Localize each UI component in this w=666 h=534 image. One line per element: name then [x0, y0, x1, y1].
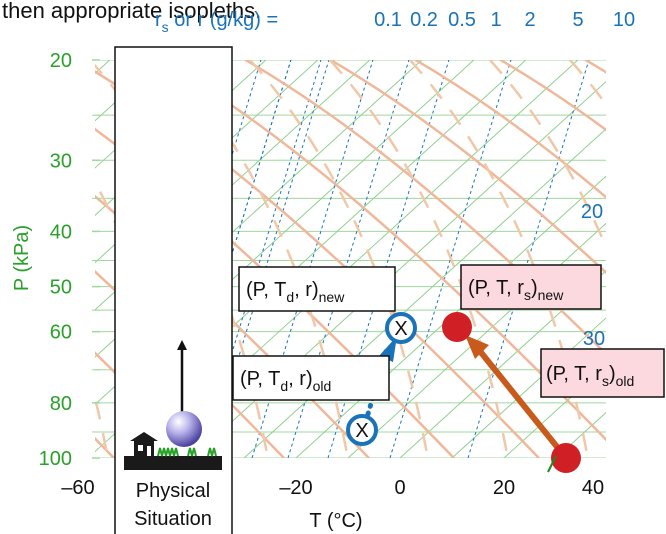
- mixing-ratio-line: [467, 60, 590, 458]
- label-text-temp-old: (P, T, rs)old: [546, 363, 634, 389]
- label-dew-new: (P, Td, r)new: [238, 266, 396, 312]
- physical-situation-panel: Physical Situation: [114, 46, 233, 534]
- x-tick-label: 20: [493, 477, 515, 499]
- air-parcel-sphere: [166, 411, 202, 447]
- temp-point-old-marker: [551, 443, 581, 473]
- mixing-ratio-value: 5: [572, 9, 583, 31]
- isotherm-line: [399, 270, 606, 458]
- house-icon: [130, 432, 158, 456]
- dry-adiabat-line: [243, 60, 606, 356]
- dry-adiabat-line: [328, 60, 606, 275]
- mixing-ratio-value: 0.2: [410, 9, 438, 31]
- mixing-ratio-value: 2: [524, 9, 535, 31]
- isotherm-line: [95, 60, 319, 264]
- x-axis-ticks: –60 –20 0 20 40: [61, 477, 604, 499]
- isotherm-line: [608, 60, 666, 458]
- isotherm-line: [95, 60, 475, 406]
- process-overlay: XX: [346, 312, 581, 473]
- label-box-dew-new: [238, 266, 396, 312]
- caption-fragment: then appropriate isopleths.: [2, 0, 261, 23]
- isotherm-line: [555, 411, 606, 458]
- physical-label-line2: Situation: [134, 508, 212, 530]
- y-tick-label: 100: [39, 448, 72, 470]
- y-axis-label: P (kPa): [11, 225, 33, 291]
- label-box-temp-old: [540, 348, 665, 398]
- right-label-30: 30: [583, 328, 605, 350]
- label-text-temp-new: (P, T, rs)new: [468, 277, 564, 303]
- y-axis-ticks: 20 30 40 50 60 80 100: [39, 50, 100, 470]
- label-box-dew-old: [232, 355, 390, 401]
- dew-point-x-label: X: [355, 420, 368, 442]
- dry-adiabat-line: [498, 60, 606, 132]
- isotherm-line: [451, 317, 606, 458]
- x-tick-label: –20: [279, 477, 312, 499]
- y-tick-label: 60: [50, 322, 72, 344]
- ground-strip: [124, 456, 222, 470]
- moist-adiabat-line: [409, 60, 590, 458]
- mixing-ratio-value: 0.5: [448, 9, 476, 31]
- y-tick-label: 80: [50, 393, 72, 415]
- x-axis-label: T (°C): [309, 510, 362, 532]
- dew-point-x-label: X: [394, 318, 407, 340]
- mixing-ratio-value: 10: [613, 9, 635, 31]
- temp-arrow-head: [465, 335, 489, 359]
- label-text-dew-new: (P, Td, r)new: [246, 279, 345, 305]
- mr-prefix: r: [155, 9, 162, 31]
- grass-icon: [157, 447, 217, 457]
- isotherm-line: [0, 60, 6, 458]
- x-tick-label: –60: [61, 477, 94, 499]
- moist-adiabat-line: [329, 60, 510, 458]
- label-text-dew-old: (P, Td, r)old: [240, 368, 331, 394]
- y-tick-label: 30: [50, 150, 72, 172]
- mixing-ratio-title: rs or r (g/kg) =: [155, 9, 278, 35]
- temp-process-arrow: [472, 343, 569, 460]
- surface-tick: [547, 455, 557, 473]
- y-tick-label: 20: [50, 50, 72, 72]
- mr-rest: or r (g/kg) =: [169, 9, 278, 31]
- label-dew-old: (P, Td, r)old: [232, 355, 390, 401]
- temp-point-new-marker: [442, 312, 472, 342]
- label-temp-new: (P, T, rs)new: [460, 264, 602, 310]
- label-temp-old: (P, T, rs)old: [540, 348, 665, 398]
- plot-area: [0, 40, 666, 480]
- mr-sub: s: [162, 19, 169, 35]
- moist-adiabat-line: [169, 60, 350, 458]
- dry-adiabat-line: [583, 60, 606, 74]
- mixing-ratio-value: 0.1: [374, 9, 402, 31]
- y-tick-label: 40: [50, 221, 72, 243]
- isotherm-line: [660, 60, 666, 458]
- dew-point-new-marker: [385, 312, 417, 344]
- x-tick-label: 40: [582, 477, 604, 499]
- moist-adiabat-line: [95, 63, 270, 458]
- y-tick-label: 50: [50, 277, 72, 299]
- mixing-ratio-line: [389, 60, 512, 458]
- isotherm-line: [503, 364, 606, 458]
- moist-adiabat-line: [650, 60, 666, 470]
- x-tick-label: 0: [394, 477, 405, 499]
- mixing-ratio-header: rs or r (g/kg) = 0.1 0.2 0.5 1 2 5 10: [155, 9, 635, 35]
- mixing-ratio-value: 1: [490, 9, 501, 31]
- moist-adiabat-line: [249, 60, 430, 458]
- dew-point-old-marker: [346, 414, 378, 446]
- mixing-ratio-values: 0.1 0.2 0.5 1 2 5 10: [374, 9, 635, 31]
- isotherm-line: [347, 222, 606, 458]
- dry-adiabat-line: [95, 70, 541, 458]
- right-label-20: 20: [581, 201, 603, 223]
- dry-adiabat-line: [413, 60, 606, 199]
- dry-adiabat-line: [635, 40, 666, 480]
- physical-label-line1: Physical: [136, 480, 210, 502]
- label-box-temp-new: [460, 264, 602, 310]
